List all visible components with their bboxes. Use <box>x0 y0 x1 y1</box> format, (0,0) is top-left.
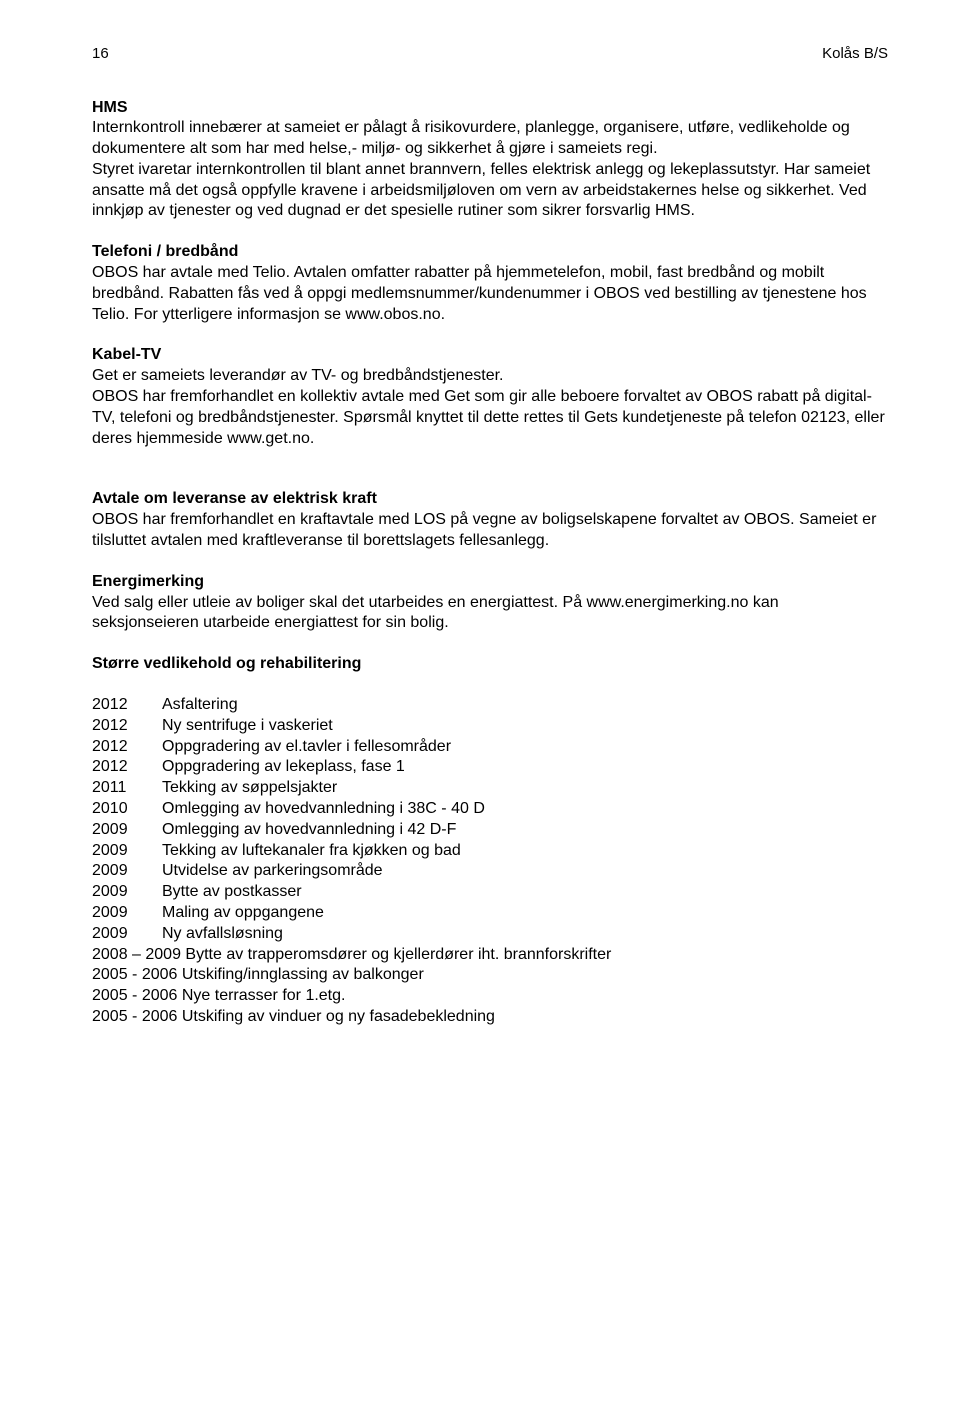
section-hms: HMS Internkontroll innebærer at sameiet … <box>92 98 888 223</box>
table-row: 2009Utvidelse av parkeringsområde <box>92 861 485 882</box>
maint-desc: Omlegging av hovedvannledning i 38C - 40… <box>162 799 485 820</box>
table-row: 2009Ny avfallsløsning <box>92 924 485 945</box>
table-row: 2012Oppgradering av lekeplass, fase 1 <box>92 757 485 778</box>
energi-heading: Energimerking <box>92 573 204 590</box>
maint-desc: Tekking av søppelsjakter <box>162 778 485 799</box>
maint-year: 2009 <box>92 820 162 841</box>
document-page: 16 Kolås B/S HMS Internkontroll innebære… <box>0 0 960 1423</box>
page-number: 16 <box>92 44 109 64</box>
telefoni-body: OBOS har avtale med Telio. Avtalen omfat… <box>92 264 867 323</box>
kraft-heading: Avtale om leveranse av elektrisk kraft <box>92 490 377 507</box>
maint-desc: Oppgradering av lekeplass, fase 1 <box>162 757 485 778</box>
maintenance-table: 2012Asfaltering2012Ny sentrifuge i vaske… <box>92 695 485 945</box>
vedlikehold-heading: Større vedlikehold og rehabilitering <box>92 654 888 675</box>
section-kabel: Kabel-TV Get er sameiets leverandør av T… <box>92 345 888 449</box>
telefoni-heading: Telefoni / bredbånd <box>92 243 238 260</box>
kraft-body: OBOS har fremforhandlet en kraftavtale m… <box>92 511 876 549</box>
table-row: 2009Bytte av postkasser <box>92 882 485 903</box>
maint-desc: Asfaltering <box>162 695 485 716</box>
table-row: 2009Omlegging av hovedvannledning i 42 D… <box>92 820 485 841</box>
maintenance-free-lines: 2008 – 2009 Bytte av trapperomsdører og … <box>92 945 888 1028</box>
hms-body: Internkontroll innebærer at sameiet er p… <box>92 118 888 222</box>
section-energi: Energimerking Ved salg eller utleie av b… <box>92 572 888 634</box>
table-row: 2010Omlegging av hovedvannledning i 38C … <box>92 799 485 820</box>
maint-year: 2009 <box>92 861 162 882</box>
maint-free-line: 2008 – 2009 Bytte av trapperomsdører og … <box>92 945 888 966</box>
maint-year: 2010 <box>92 799 162 820</box>
table-row: 2009Tekking av luftekanaler fra kjøkken … <box>92 841 485 862</box>
maint-desc: Maling av oppgangene <box>162 903 485 924</box>
document-title: Kolås B/S <box>822 44 888 64</box>
table-row: 2012Asfaltering <box>92 695 485 716</box>
maint-year: 2012 <box>92 757 162 778</box>
maint-desc: Ny avfallsløsning <box>162 924 485 945</box>
section-telefoni: Telefoni / bredbånd OBOS har avtale med … <box>92 242 888 325</box>
maint-year: 2012 <box>92 737 162 758</box>
kabel-heading: Kabel-TV <box>92 346 161 363</box>
maint-year: 2011 <box>92 778 162 799</box>
maint-year: 2012 <box>92 695 162 716</box>
maint-year: 2009 <box>92 841 162 862</box>
kabel-body: Get er sameiets leverandør av TV- og bre… <box>92 367 885 446</box>
maint-desc: Tekking av luftekanaler fra kjøkken og b… <box>162 841 485 862</box>
maint-desc: Ny sentrifuge i vaskeriet <box>162 716 485 737</box>
maint-desc: Oppgradering av el.tavler i fellesområde… <box>162 737 485 758</box>
section-kraft: Avtale om leveranse av elektrisk kraft O… <box>92 489 888 551</box>
maint-desc: Omlegging av hovedvannledning i 42 D-F <box>162 820 485 841</box>
maint-desc: Bytte av postkasser <box>162 882 485 903</box>
hms-heading: HMS <box>92 98 888 119</box>
maint-free-line: 2005 - 2006 Nye terrasser for 1.etg. <box>92 986 888 1007</box>
maint-year: 2009 <box>92 882 162 903</box>
table-row: 2012Ny sentrifuge i vaskeriet <box>92 716 485 737</box>
maint-year: 2012 <box>92 716 162 737</box>
table-row: 2009Maling av oppgangene <box>92 903 485 924</box>
maint-desc: Utvidelse av parkeringsområde <box>162 861 485 882</box>
maint-free-line: 2005 - 2006 Utskifing av vinduer og ny f… <box>92 1007 888 1028</box>
table-row: 2011Tekking av søppelsjakter <box>92 778 485 799</box>
maint-free-line: 2005 - 2006 Utskifing/innglassing av bal… <box>92 965 888 986</box>
table-row: 2012Oppgradering av el.tavler i fellesom… <box>92 737 485 758</box>
energi-body: Ved salg eller utleie av boliger skal de… <box>92 594 779 632</box>
maint-year: 2009 <box>92 924 162 945</box>
page-header: 16 Kolås B/S <box>92 44 888 64</box>
maint-year: 2009 <box>92 903 162 924</box>
